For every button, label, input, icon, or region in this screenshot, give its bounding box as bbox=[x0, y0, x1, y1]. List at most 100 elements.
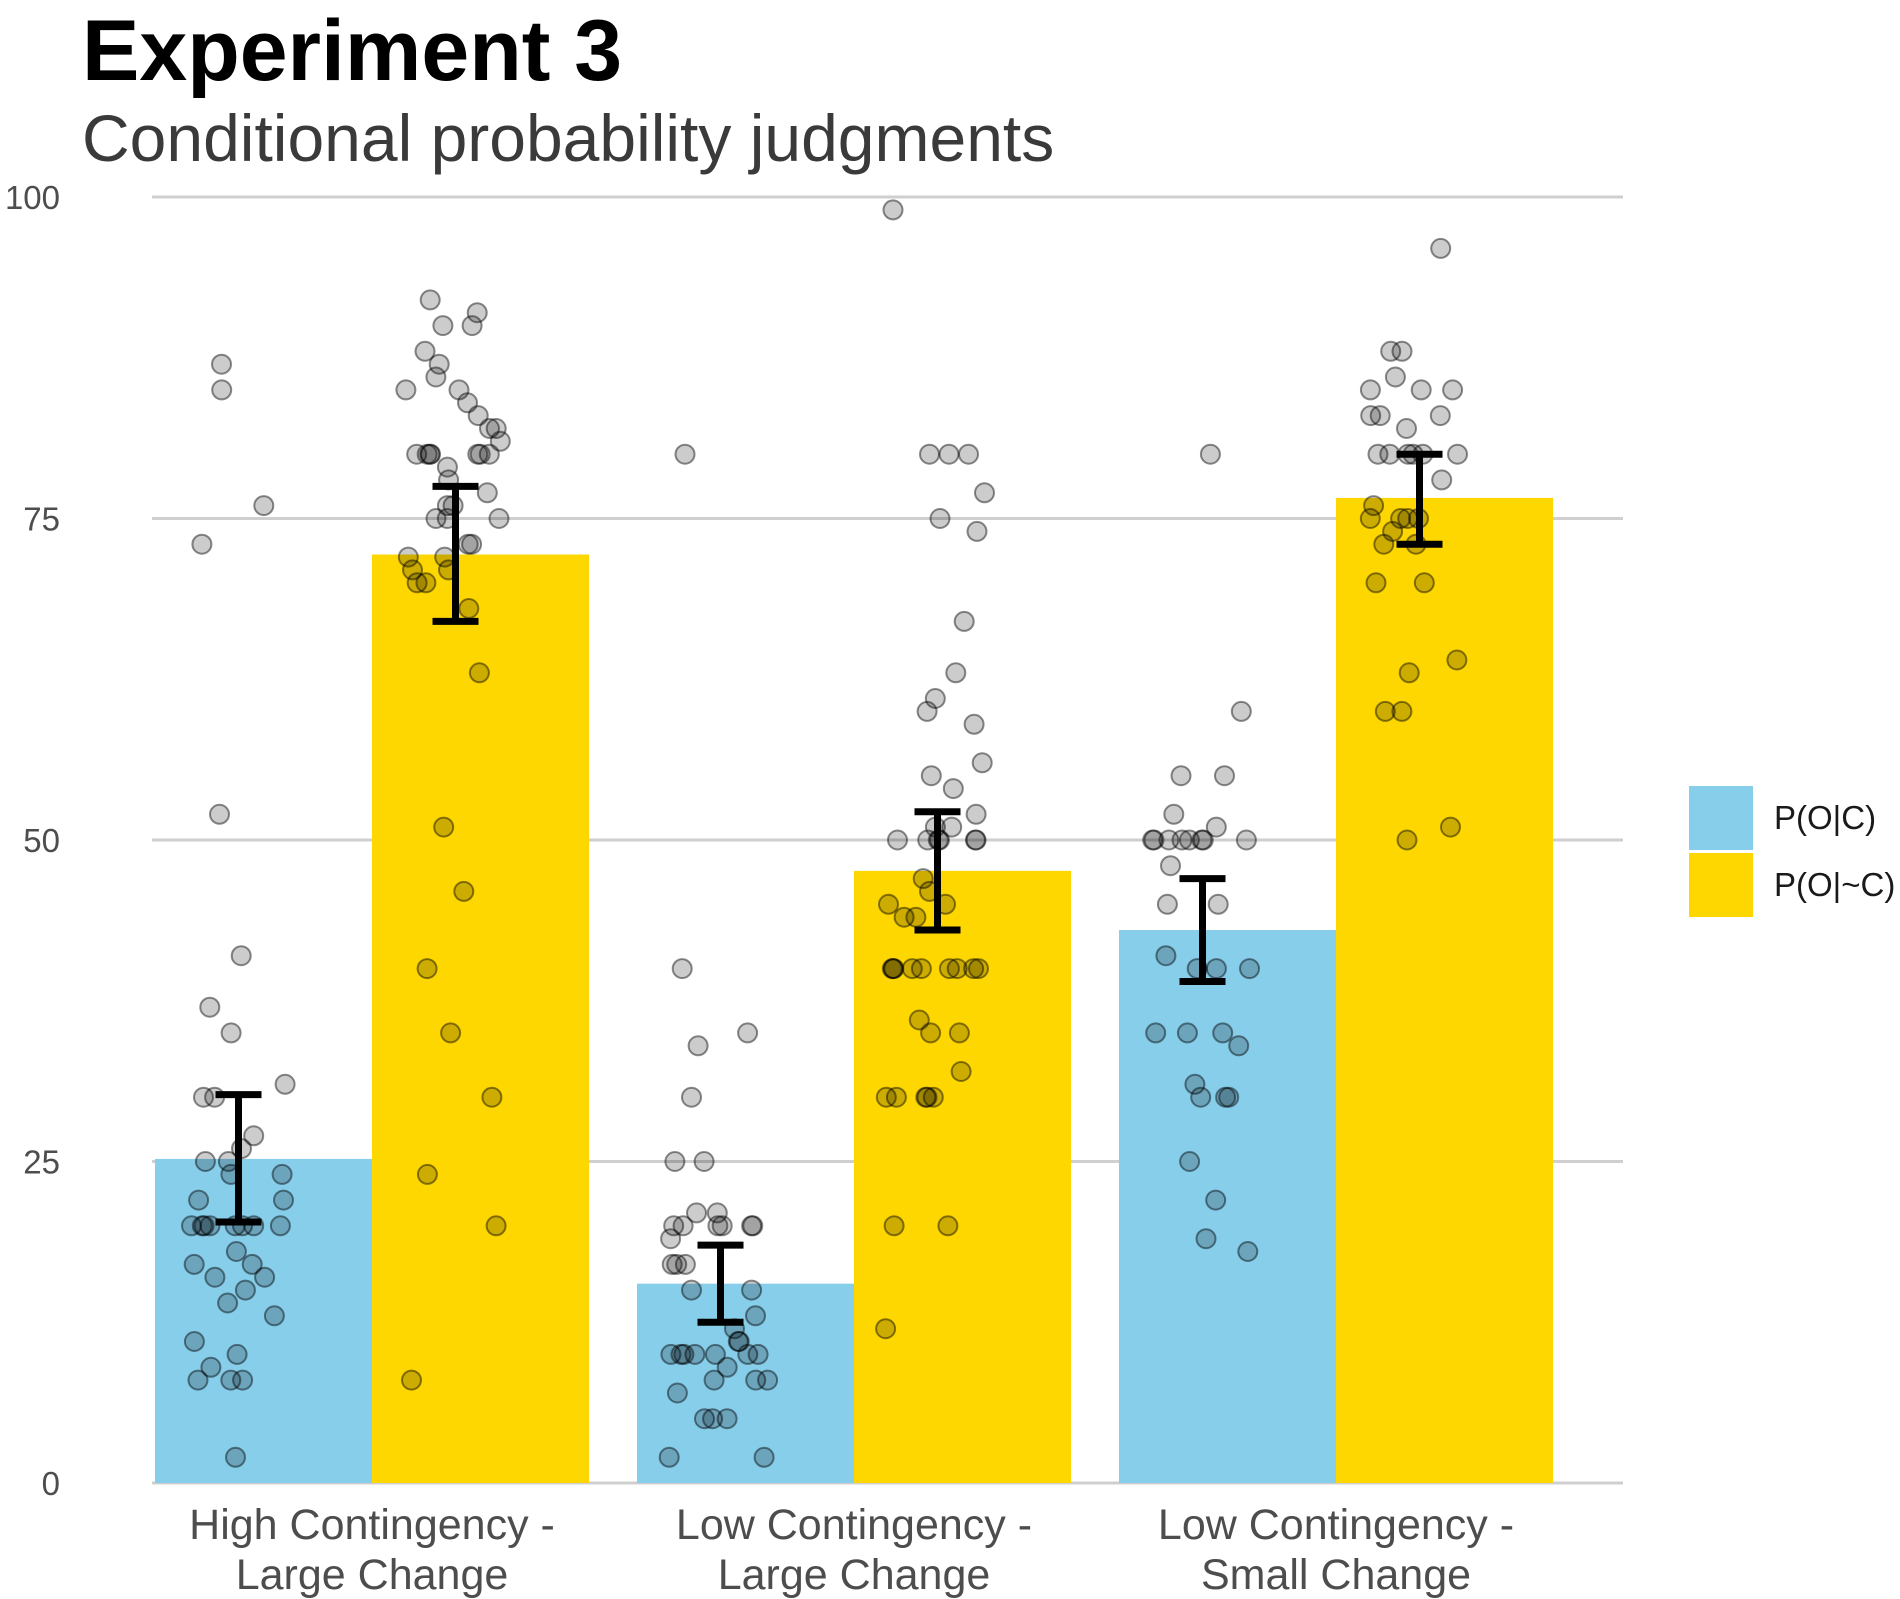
data-point bbox=[741, 1215, 763, 1237]
data-point bbox=[466, 302, 488, 324]
data-point bbox=[1359, 379, 1381, 401]
data-point bbox=[924, 688, 946, 709]
data-point bbox=[1207, 893, 1229, 915]
data-point bbox=[183, 1331, 205, 1352]
data-point bbox=[420, 443, 441, 465]
data-point bbox=[919, 443, 940, 465]
data-point bbox=[193, 1215, 215, 1237]
data-point bbox=[687, 1035, 709, 1057]
data-point bbox=[402, 559, 423, 581]
data-point bbox=[920, 765, 942, 787]
y-tick-label-50: 50 bbox=[23, 822, 60, 859]
data-point bbox=[469, 443, 491, 465]
data-point bbox=[1171, 829, 1193, 851]
data-point bbox=[1191, 829, 1213, 851]
data-point bbox=[666, 1382, 688, 1404]
data-point bbox=[711, 1215, 733, 1237]
data-point bbox=[397, 546, 419, 568]
data-point bbox=[488, 508, 510, 529]
data-point bbox=[938, 958, 960, 980]
data-point bbox=[1367, 443, 1389, 465]
data-point bbox=[457, 392, 478, 414]
data-point bbox=[663, 1215, 685, 1237]
data-point bbox=[1237, 1241, 1259, 1262]
data-point bbox=[728, 1331, 750, 1352]
data-point bbox=[673, 1343, 695, 1365]
legend: P(O|C) P(O|~C) bbox=[1689, 786, 1895, 917]
chart-subtitle: Conditional probability judgments bbox=[82, 101, 1055, 175]
data-point bbox=[225, 1446, 246, 1468]
data-point bbox=[672, 1215, 694, 1237]
data-point bbox=[912, 868, 934, 890]
data-point bbox=[950, 1061, 972, 1082]
data-point bbox=[1214, 765, 1235, 787]
data-point bbox=[232, 1369, 254, 1391]
data-point bbox=[1442, 379, 1464, 401]
data-point bbox=[1218, 1086, 1240, 1108]
data-point bbox=[737, 1022, 759, 1044]
data-point bbox=[742, 1215, 764, 1237]
data-point bbox=[745, 1305, 766, 1327]
data-point bbox=[707, 1215, 729, 1237]
data-point bbox=[1170, 765, 1192, 787]
data-point bbox=[183, 1253, 205, 1275]
data-point bbox=[941, 816, 963, 838]
data-point bbox=[220, 1369, 242, 1391]
chart-title: Experiment 3 bbox=[82, 3, 623, 99]
data-point bbox=[1199, 443, 1221, 465]
data-point bbox=[1380, 340, 1402, 362]
data-point bbox=[1228, 1035, 1250, 1057]
data-point bbox=[419, 289, 441, 311]
data-point bbox=[883, 1215, 905, 1237]
data-point bbox=[1205, 816, 1227, 838]
data-point bbox=[883, 958, 905, 980]
data-point bbox=[882, 199, 904, 221]
data-point bbox=[684, 1343, 706, 1365]
data-point bbox=[425, 366, 447, 388]
data-point bbox=[461, 315, 483, 337]
data-point bbox=[419, 443, 441, 465]
data-point bbox=[706, 1202, 728, 1224]
data-point bbox=[1410, 379, 1432, 401]
data-point bbox=[1156, 893, 1178, 915]
data-point bbox=[915, 1086, 937, 1108]
data-point bbox=[878, 893, 899, 915]
bar-p-o-given-not-c-3 bbox=[1336, 497, 1553, 1483]
data-point bbox=[1163, 803, 1185, 825]
data-point bbox=[1396, 829, 1418, 851]
data-point bbox=[1384, 366, 1406, 388]
data-point bbox=[681, 1279, 702, 1301]
data-point bbox=[199, 996, 221, 1018]
category-label-1-line1: High Contingency - bbox=[189, 1501, 555, 1549]
data-point bbox=[453, 880, 475, 902]
data-point bbox=[428, 353, 450, 375]
bar-p-o-given-c-1 bbox=[155, 1158, 372, 1483]
data-point bbox=[1145, 1022, 1167, 1044]
data-point bbox=[1374, 700, 1396, 722]
data-point bbox=[193, 1086, 214, 1108]
data-point bbox=[1158, 829, 1180, 851]
data-point bbox=[727, 1331, 749, 1352]
bar-p-o-given-not-c-2 bbox=[854, 870, 1071, 1483]
data-point bbox=[881, 958, 903, 980]
data-point bbox=[747, 1343, 769, 1365]
data-point bbox=[948, 1022, 970, 1044]
data-point bbox=[191, 1215, 213, 1237]
data-point bbox=[1379, 443, 1401, 465]
data-point bbox=[1369, 405, 1391, 427]
data-point bbox=[905, 906, 927, 928]
data-point bbox=[908, 1009, 930, 1031]
legend-swatch-p-o-given-not-c bbox=[1689, 853, 1753, 917]
data-point bbox=[670, 1343, 692, 1365]
data-point bbox=[199, 1215, 221, 1237]
data-point bbox=[1390, 508, 1412, 529]
data-point bbox=[416, 958, 438, 980]
data-point bbox=[1178, 829, 1200, 851]
data-point bbox=[191, 533, 213, 555]
data-point bbox=[910, 958, 932, 980]
data-point bbox=[448, 379, 470, 401]
data-point bbox=[965, 829, 987, 851]
data-point bbox=[243, 1125, 265, 1147]
data-point bbox=[1373, 533, 1395, 555]
data-point bbox=[1391, 340, 1413, 362]
